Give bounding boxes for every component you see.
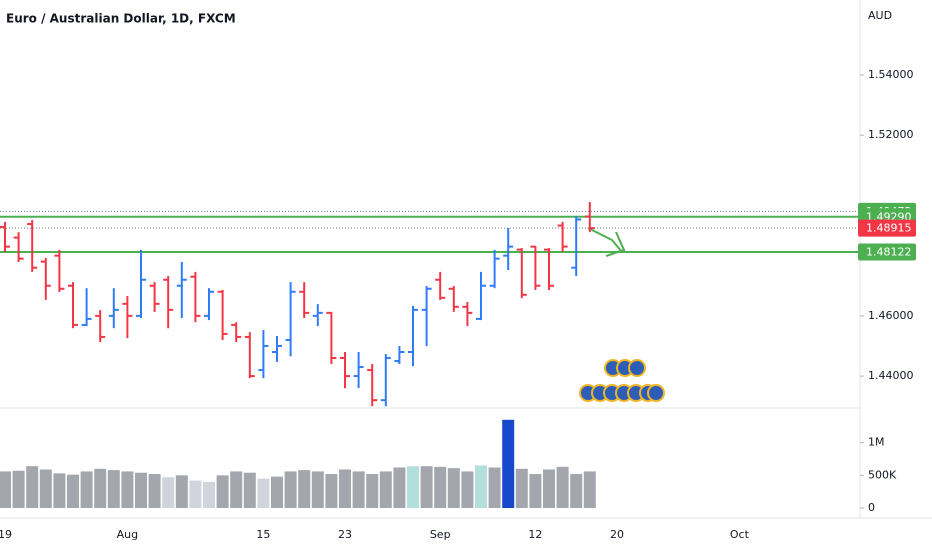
x-tick-label: Oct bbox=[730, 528, 750, 541]
volume-tick-label: 1M bbox=[868, 436, 885, 449]
volume-bar bbox=[311, 471, 324, 508]
y-tick-label: 1.44000 bbox=[868, 369, 914, 382]
volume-bar bbox=[148, 474, 161, 508]
volume-bar bbox=[257, 478, 270, 508]
event-icon bbox=[647, 384, 665, 402]
volume-bar bbox=[393, 467, 406, 508]
volume-bar bbox=[434, 466, 447, 508]
y-tick-label: 1.52000 bbox=[868, 128, 914, 141]
volume-bar bbox=[570, 474, 583, 508]
y-tick-label: 1.54000 bbox=[868, 68, 914, 81]
axis-unit: AUD bbox=[868, 9, 892, 22]
volume-bar bbox=[556, 466, 569, 508]
volume-bar bbox=[189, 480, 202, 508]
volume-bar bbox=[107, 470, 120, 508]
volume-bar bbox=[515, 468, 528, 508]
volume-bar bbox=[529, 474, 542, 508]
event-icon bbox=[628, 359, 646, 377]
x-tick-label: 20 bbox=[610, 528, 624, 541]
volume-bar bbox=[67, 474, 79, 508]
volume-bar bbox=[162, 477, 175, 508]
volume-bar bbox=[203, 481, 215, 508]
x-tick-label: 23 bbox=[338, 528, 352, 541]
volume-bar bbox=[407, 466, 419, 508]
x-tick-label: 15 bbox=[256, 528, 270, 541]
volume-bar bbox=[94, 468, 107, 508]
volume-bar bbox=[502, 419, 515, 508]
volume-bar bbox=[271, 476, 283, 508]
volume-bar bbox=[475, 465, 487, 508]
volume-bar bbox=[26, 466, 39, 508]
volume-bar bbox=[583, 471, 596, 508]
volume-bar bbox=[243, 472, 256, 508]
volume-bar bbox=[420, 466, 433, 508]
chart-title: Euro / Australian Dollar, 1D, FXCM bbox=[6, 12, 236, 26]
price-label-box bbox=[858, 219, 916, 237]
volume-bar bbox=[298, 470, 311, 508]
volume-bar bbox=[379, 471, 392, 508]
volume-bar bbox=[543, 469, 555, 508]
x-tick-label: 12 bbox=[528, 528, 542, 541]
volume-bar bbox=[53, 473, 66, 508]
volume-bar bbox=[461, 471, 474, 508]
volume-bar bbox=[80, 471, 93, 508]
y-tick-label: 1.46000 bbox=[868, 309, 914, 322]
price-label: 1.48915 bbox=[866, 222, 912, 235]
volume-bar bbox=[488, 467, 501, 508]
volume-bar bbox=[284, 471, 297, 508]
volume-bar bbox=[12, 470, 25, 508]
x-tick-label: Sep bbox=[430, 528, 451, 541]
volume-bar bbox=[135, 472, 147, 508]
volume-bar bbox=[230, 471, 243, 508]
arrow-line bbox=[587, 227, 623, 253]
event-icons bbox=[579, 359, 665, 402]
volume-bar bbox=[325, 474, 338, 508]
x-tick-label: 19 bbox=[0, 528, 12, 541]
volume-bar bbox=[39, 469, 52, 508]
volume-bar bbox=[447, 468, 460, 508]
x-tick-label: Aug bbox=[117, 528, 138, 541]
volume-bar bbox=[352, 471, 365, 508]
volume-bar bbox=[121, 471, 134, 508]
volume-bar bbox=[175, 475, 188, 508]
volume-bar bbox=[0, 471, 11, 508]
price-label-box bbox=[858, 243, 916, 261]
forecast-arrow bbox=[587, 227, 626, 257]
volume-bar bbox=[366, 474, 379, 508]
volume-bar bbox=[339, 469, 351, 508]
price-label: 1.48122 bbox=[866, 245, 912, 258]
arrow-head bbox=[605, 231, 626, 257]
volume-tick-label: 500K bbox=[868, 468, 897, 481]
volume-tick-label: 0 bbox=[868, 501, 875, 514]
volume-bar bbox=[216, 475, 229, 508]
